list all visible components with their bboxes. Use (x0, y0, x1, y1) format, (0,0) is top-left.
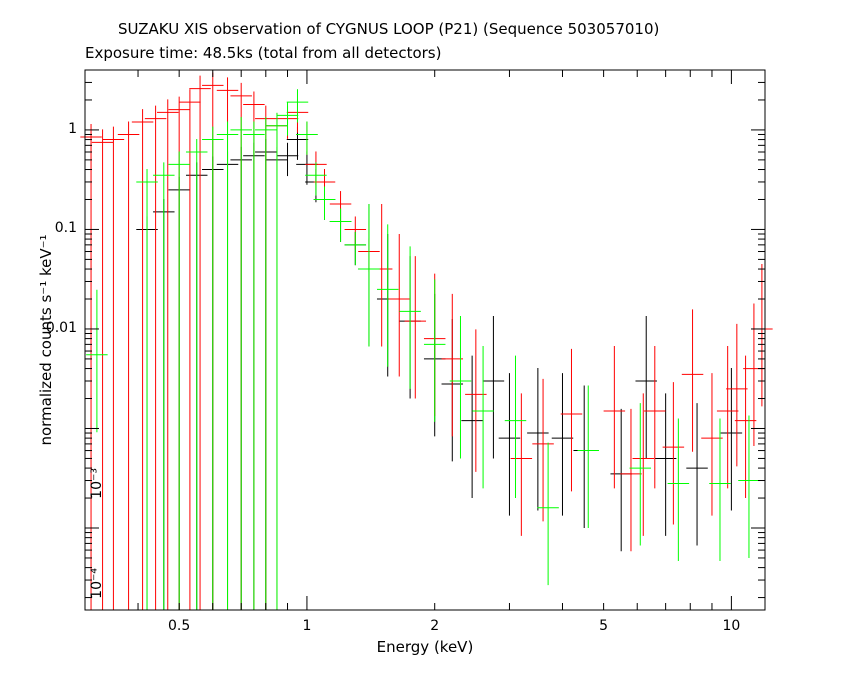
data-point (404, 256, 427, 399)
data-point (202, 126, 224, 610)
data-point (573, 385, 595, 529)
y-tick-label: 1 (68, 120, 77, 137)
data-point (629, 403, 652, 546)
data-point (423, 279, 446, 422)
data-point (482, 315, 505, 459)
data-point (276, 102, 299, 136)
x-axis-label: Energy (keV) (376, 638, 474, 656)
y-tick-label: 0.01 (45, 319, 77, 336)
data-point (86, 289, 108, 433)
data-point (603, 345, 626, 489)
data-point (117, 121, 140, 610)
data-point (344, 231, 367, 266)
data-point (102, 126, 125, 610)
data-point (681, 309, 704, 452)
data-point (313, 186, 336, 220)
data-point (632, 393, 655, 536)
data-point (504, 355, 527, 499)
chart-subtitle: Exposure time: 48.5ks (total from all de… (85, 44, 442, 62)
data-point (472, 345, 494, 489)
data-point (709, 418, 731, 561)
data-point (726, 323, 748, 467)
data-point (610, 408, 632, 552)
data-point (376, 224, 399, 367)
data-point (329, 208, 352, 242)
data-point (276, 142, 299, 177)
data-point (654, 393, 677, 536)
data-point (644, 345, 666, 489)
y-tick-label: 0.1 (54, 220, 77, 237)
data-point (686, 403, 708, 546)
data-point (716, 345, 739, 489)
y-tick-label: 10⁻³ (89, 468, 105, 500)
data-point (701, 373, 723, 516)
data-point (230, 116, 252, 610)
data-point (667, 418, 690, 561)
plot-frame (84, 69, 766, 611)
data-point (305, 162, 327, 196)
x-tick-label: 10 (722, 618, 741, 634)
data-point (441, 293, 464, 437)
data-point (734, 355, 757, 499)
data-point (286, 89, 309, 123)
data-point (662, 382, 685, 525)
data-point (551, 373, 574, 516)
data-point (635, 315, 657, 459)
data-point (216, 121, 239, 610)
data-point (185, 139, 208, 610)
data-point (168, 151, 190, 610)
data-points-layer (80, 72, 773, 610)
data-point (527, 368, 549, 511)
data-point (449, 315, 472, 459)
y-tick-label: 10⁻⁴ (89, 568, 105, 599)
data-point (144, 105, 167, 610)
data-point (157, 99, 179, 610)
data-point (399, 246, 421, 389)
data-point (620, 408, 642, 552)
axis-ticks (84, 69, 765, 610)
data-point (388, 233, 410, 377)
x-tick-label: 1 (302, 618, 312, 634)
x-tick-label: 2 (430, 618, 440, 634)
data-point (153, 162, 175, 610)
data-point (189, 75, 211, 610)
data-point (560, 348, 583, 492)
data-point (80, 123, 102, 610)
data-point (296, 151, 318, 185)
data-point (510, 393, 533, 536)
data-point (91, 129, 114, 610)
x-tick-label: 0.5 (168, 618, 191, 634)
data-point (461, 355, 483, 499)
data-point (296, 121, 318, 155)
data-point (131, 109, 154, 610)
data-point (577, 385, 599, 529)
data-point (243, 121, 265, 610)
data-point (266, 112, 288, 610)
data-point (255, 116, 277, 610)
data-point (738, 415, 760, 558)
data-point (136, 168, 158, 610)
data-point (537, 442, 559, 586)
y-axis-label: normalized counts s⁻¹ keV⁻¹ (37, 234, 55, 446)
data-point (358, 204, 380, 347)
data-point (179, 89, 201, 610)
data-point (370, 204, 393, 347)
data-point (720, 368, 743, 511)
x-tick-label: 5 (599, 618, 609, 634)
chart-title: SUZAKU XIS observation of CYGNUS LOOP (P… (118, 20, 660, 38)
data-point (498, 373, 521, 516)
data-point (532, 378, 554, 522)
